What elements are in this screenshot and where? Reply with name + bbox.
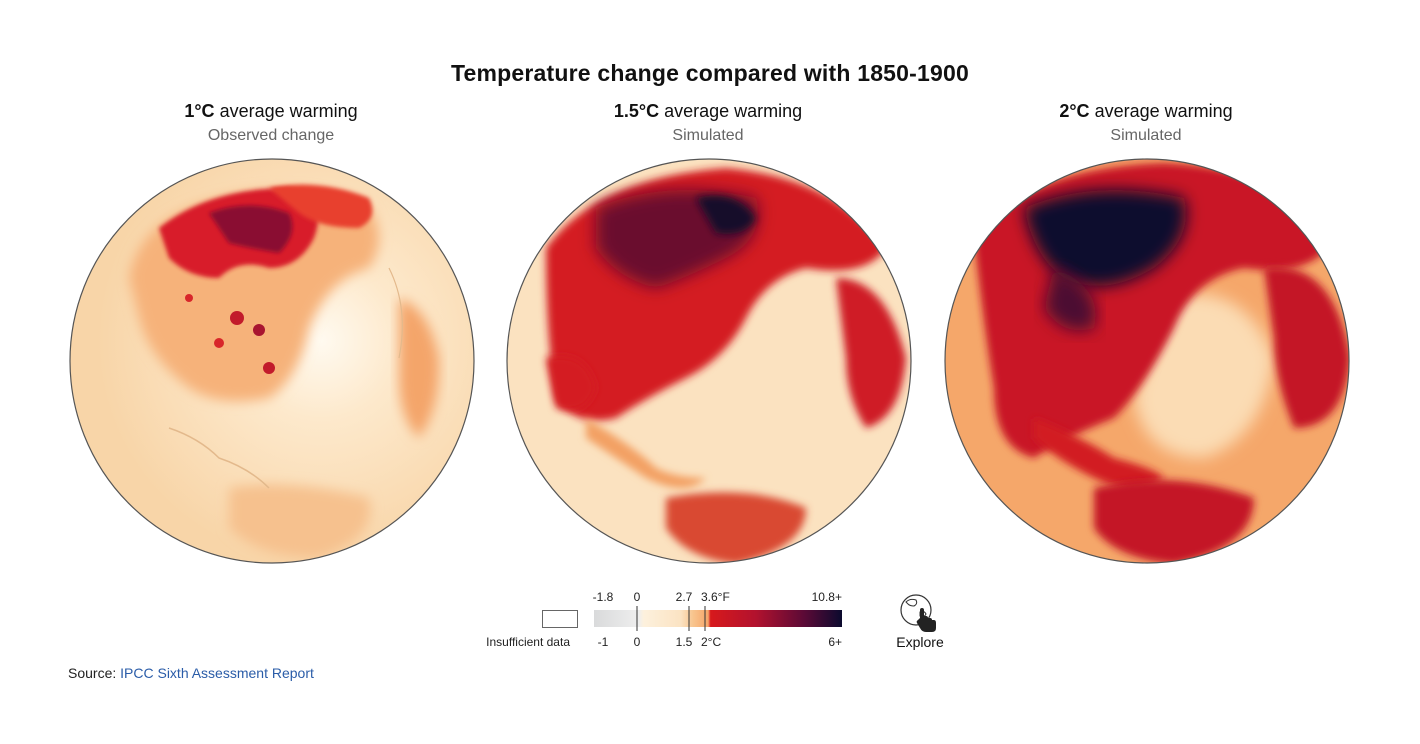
panel-subtitle: Simulated bbox=[1110, 127, 1182, 144]
f-tick-label: 0 bbox=[634, 590, 641, 604]
source-note: Source: IPCC Sixth Assessment Report bbox=[68, 665, 314, 681]
chart-title: Temperature change compared with 1850-19… bbox=[450, 60, 969, 86]
globe-panel-1c: 1°C average warming Observed change bbox=[61, 100, 481, 570]
warming-label: average warming bbox=[659, 101, 803, 121]
panel-heading: 1°C average warming bbox=[61, 101, 481, 122]
color-legend: Insufficient data -1.8 0 2.7 3.6°F bbox=[470, 588, 970, 658]
c-tick-label: 0 bbox=[634, 635, 641, 649]
panel-heading: 2°C average warming bbox=[936, 101, 1356, 122]
warming-value: 1.5°C bbox=[613, 101, 660, 121]
f-tick-label: 2.7 bbox=[676, 590, 693, 604]
warming-value: 1°C bbox=[184, 101, 215, 121]
warming-value: 2°C bbox=[1059, 101, 1090, 121]
f-tick-label: 10.8+ bbox=[812, 590, 842, 604]
insufficient-data-label: Insufficient data bbox=[486, 635, 570, 649]
c-tick-label: 1.5 bbox=[676, 635, 693, 649]
scale-bar bbox=[594, 610, 842, 627]
c-tick-label: -1 bbox=[598, 635, 609, 649]
panel-heading: 1.5°C average warming bbox=[498, 101, 918, 122]
panel-subtitle: Observed change bbox=[207, 127, 335, 144]
globe-panel-2c: 2°C average warming Simulated bbox=[936, 100, 1356, 570]
f-tick-label: -1.8 bbox=[593, 590, 614, 604]
explore-label: Explore bbox=[896, 634, 944, 650]
globe-panel-1-5c: 1.5°C average warming Simulated bbox=[498, 100, 918, 570]
f-tick-label: 3.6°F bbox=[701, 590, 730, 604]
warming-label: average warming bbox=[1089, 101, 1233, 121]
source-prefix: Source: bbox=[68, 665, 121, 681]
c-tick-label: 2°C bbox=[701, 635, 721, 649]
explore-button[interactable]: Explore bbox=[890, 590, 950, 652]
panel-subtitle: Simulated bbox=[672, 127, 744, 144]
globe-map-1c[interactable] bbox=[69, 158, 475, 564]
c-tick-label: 6+ bbox=[828, 635, 842, 649]
warming-label: average warming bbox=[214, 101, 358, 121]
source-link[interactable]: IPCC Sixth Assessment Report bbox=[120, 665, 314, 681]
color-scale: -1.8 0 2.7 3.6°F 10.8+ -1 0 1.5 2°C 6+ bbox=[593, 590, 842, 649]
globe-map-2c[interactable] bbox=[944, 158, 1350, 564]
insufficient-data-swatch bbox=[542, 610, 578, 628]
globe-map-1-5c[interactable] bbox=[506, 158, 912, 564]
globe-hand-icon bbox=[900, 594, 936, 632]
